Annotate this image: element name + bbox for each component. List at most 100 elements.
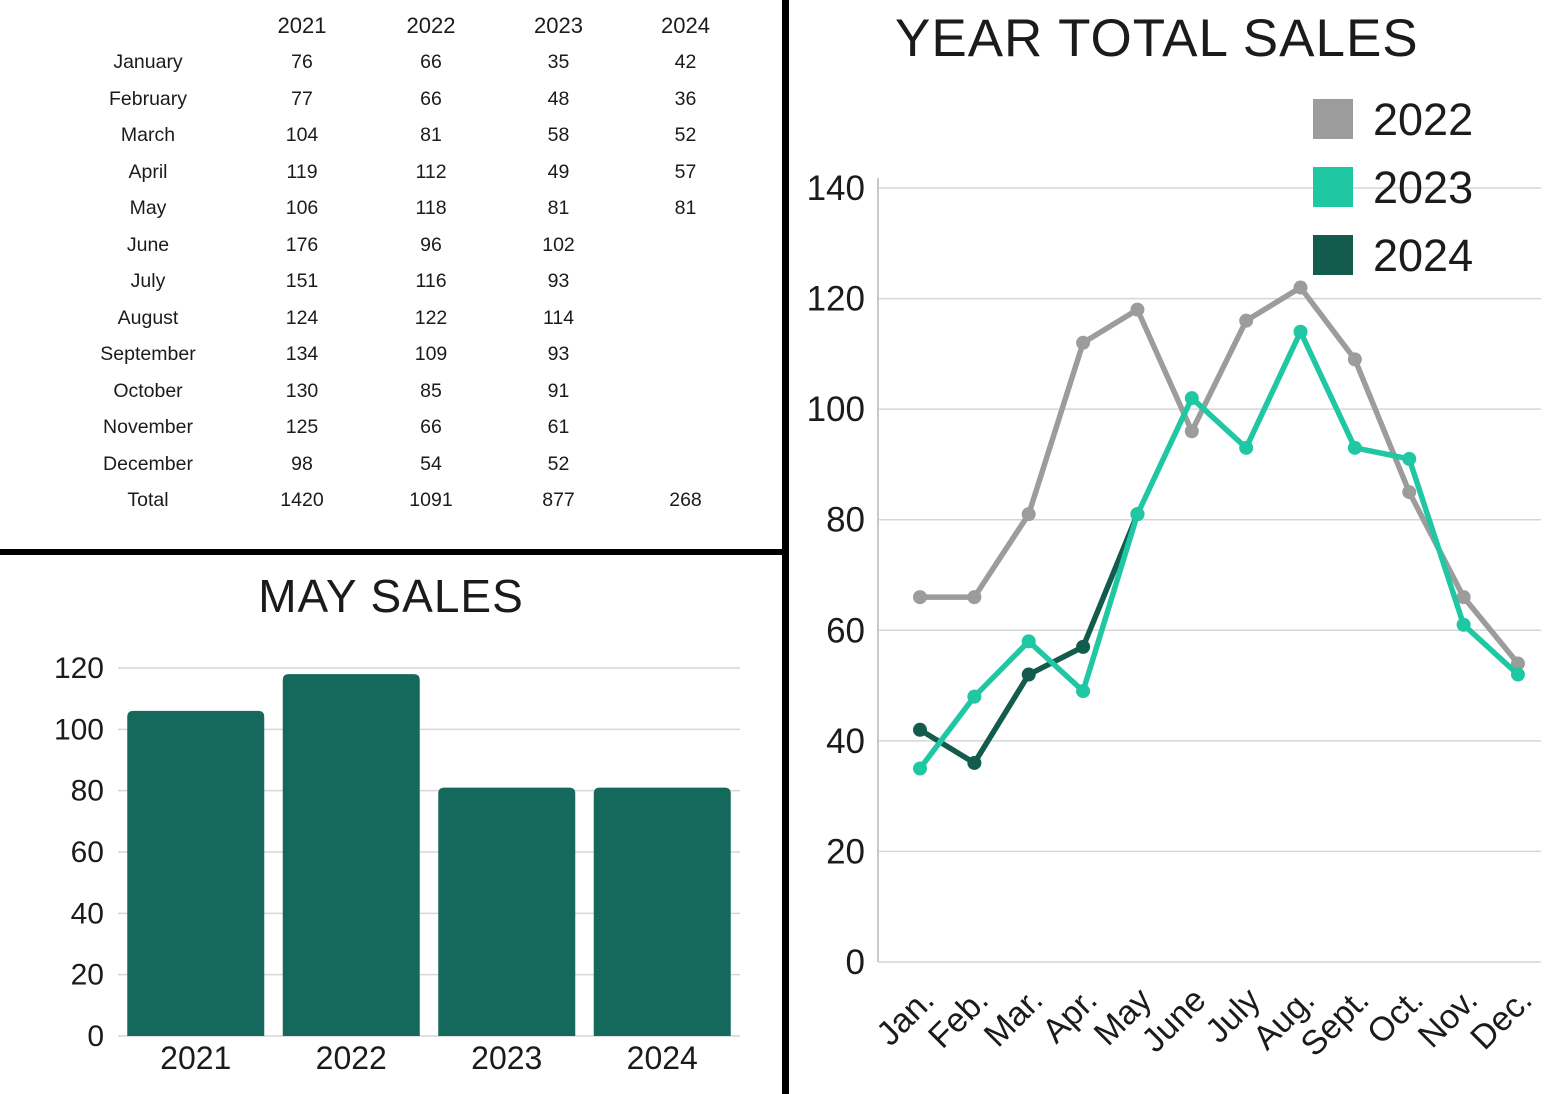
- line-y-axis-labels: 0 20 40 60 80 100 120 140: [807, 169, 865, 982]
- table-row: October 130 85 91: [58, 373, 750, 410]
- data-point-marker: [1347, 352, 1362, 367]
- bar-y-axis-labels: 0 20 40 60 80 100 120: [54, 652, 104, 1053]
- value-cell: 66: [420, 51, 442, 74]
- table-row: December 98 54 52: [58, 446, 750, 483]
- y-tick-label: 80: [826, 501, 865, 540]
- horizontal-divider: [0, 549, 782, 555]
- table-row: April 119 112 49 57: [58, 154, 750, 191]
- value-cell: 109: [414, 343, 448, 366]
- value-cell: 58: [547, 124, 570, 147]
- value-cell: 42: [674, 51, 697, 74]
- table-row: September 134 109 93: [58, 337, 750, 374]
- table-row: February 77 66 48 36: [58, 81, 750, 118]
- data-point-marker: [1239, 313, 1254, 328]
- year-total-sales-panel: YEAR TOTAL SALES 2022 2023 2024 0 20 40 60 80 1…: [789, 0, 1545, 1094]
- month-label-cell: November: [103, 416, 193, 439]
- vertical-divider: [782, 0, 789, 1094]
- value-cell: 36: [674, 87, 697, 110]
- value-cell: 35: [547, 51, 570, 74]
- x-category-label: 2023: [471, 1040, 542, 1076]
- value-cell: 122: [414, 306, 448, 329]
- value-cell: 1420: [280, 489, 324, 512]
- legend-label: 2023: [1373, 161, 1474, 213]
- value-cell: 93: [547, 343, 570, 366]
- data-point-marker: [1021, 667, 1036, 682]
- value-cell: 98: [291, 452, 313, 475]
- y-tick-label: 80: [71, 775, 104, 808]
- x-category-label: 2024: [627, 1040, 698, 1076]
- monthly-sales-table: 2021 2022 2023 2024 January 76 66 35 42 February 7…: [58, 8, 750, 519]
- bar-chart-title: MAY SALES: [258, 570, 524, 622]
- month-label-cell: February: [108, 87, 188, 110]
- month-label-cell: Total: [127, 489, 169, 512]
- data-point-marker: [1510, 656, 1525, 671]
- bar: [282, 674, 420, 1036]
- x-category-label: Jan.: [869, 981, 941, 1053]
- value-cell: 130: [285, 379, 319, 402]
- data-point-marker: [1293, 280, 1308, 295]
- y-tick-label: 100: [54, 713, 104, 746]
- value-cell: 91: [547, 379, 570, 402]
- table-header-row: 2021 2022 2023 2024: [58, 8, 750, 45]
- may-sales-bar-chart: 0 20 40 60 80 100 120 2021 2022 2023 2024: [54, 652, 740, 1076]
- x-category-label: Dec.: [1463, 981, 1539, 1057]
- x-category-label: Oct.: [1360, 981, 1431, 1052]
- y-tick-label: 60: [826, 611, 865, 650]
- value-cell: 52: [674, 124, 697, 147]
- x-category-label: Nov.: [1411, 981, 1486, 1056]
- value-cell: 48: [547, 87, 570, 110]
- data-point-marker: [967, 755, 982, 770]
- value-cell: 81: [547, 197, 570, 220]
- y-tick-label: 120: [807, 280, 865, 319]
- series-line: [917, 328, 1521, 772]
- value-cell: 119: [286, 160, 318, 183]
- month-label-cell: August: [117, 306, 179, 329]
- data-point-marker: [1076, 639, 1091, 654]
- legend-label: 2024: [1373, 229, 1474, 281]
- legend-swatch-icon: [1313, 235, 1353, 275]
- month-label-cell: July: [130, 270, 166, 293]
- may-sales-panel: MAY SALES 0 20 40 60 80 100 120 2021 2022 2023 202…: [0, 557, 782, 1094]
- y-tick-label: 140: [807, 169, 865, 208]
- y-tick-label: 20: [71, 959, 104, 992]
- data-point-marker: [1510, 667, 1525, 682]
- data-point-marker: [1184, 391, 1199, 406]
- table-row: January 76 66 35 42: [58, 45, 750, 82]
- bar: [593, 787, 731, 1036]
- table-row: November 125 66 61: [58, 410, 750, 447]
- y-tick-label: 120: [54, 652, 104, 685]
- data-point-marker: [1347, 440, 1362, 455]
- value-cell: 176: [285, 233, 319, 256]
- table-row: August 124 122 114: [58, 300, 750, 337]
- year-header: 2024: [661, 13, 710, 39]
- value-cell: 52: [547, 452, 570, 475]
- data-point-marker: [967, 689, 982, 704]
- month-label-cell: January: [113, 51, 183, 74]
- value-cell: [621, 373, 750, 410]
- data-point-marker: [1076, 335, 1091, 350]
- value-cell: [621, 337, 750, 374]
- value-cell: 77: [291, 87, 313, 110]
- data-point-marker: [1076, 684, 1091, 699]
- data-point-marker: [1402, 451, 1417, 466]
- value-cell: 125: [285, 416, 319, 439]
- data-point-marker: [1293, 324, 1308, 339]
- bars: [127, 674, 731, 1036]
- data-point-marker: [1130, 302, 1145, 317]
- bar: [438, 787, 576, 1036]
- chart-legend: 2022 2023 2024: [1313, 92, 1473, 282]
- bar-x-axis-labels: 2021 2022 2023 2024: [160, 1040, 698, 1076]
- data-point-marker: [913, 590, 927, 605]
- value-cell: 102: [542, 233, 575, 256]
- value-cell: [621, 264, 750, 301]
- value-cell: 877: [542, 489, 575, 512]
- value-cell: 114: [542, 306, 575, 329]
- y-tick-label: 60: [71, 836, 104, 869]
- value-cell: [621, 446, 750, 483]
- month-label-cell: March: [120, 124, 176, 147]
- data-point-marker: [1456, 617, 1471, 632]
- bar: [127, 710, 265, 1036]
- value-cell: 96: [420, 233, 442, 256]
- year-header: 2021: [277, 13, 327, 39]
- value-cell: 268: [669, 489, 702, 512]
